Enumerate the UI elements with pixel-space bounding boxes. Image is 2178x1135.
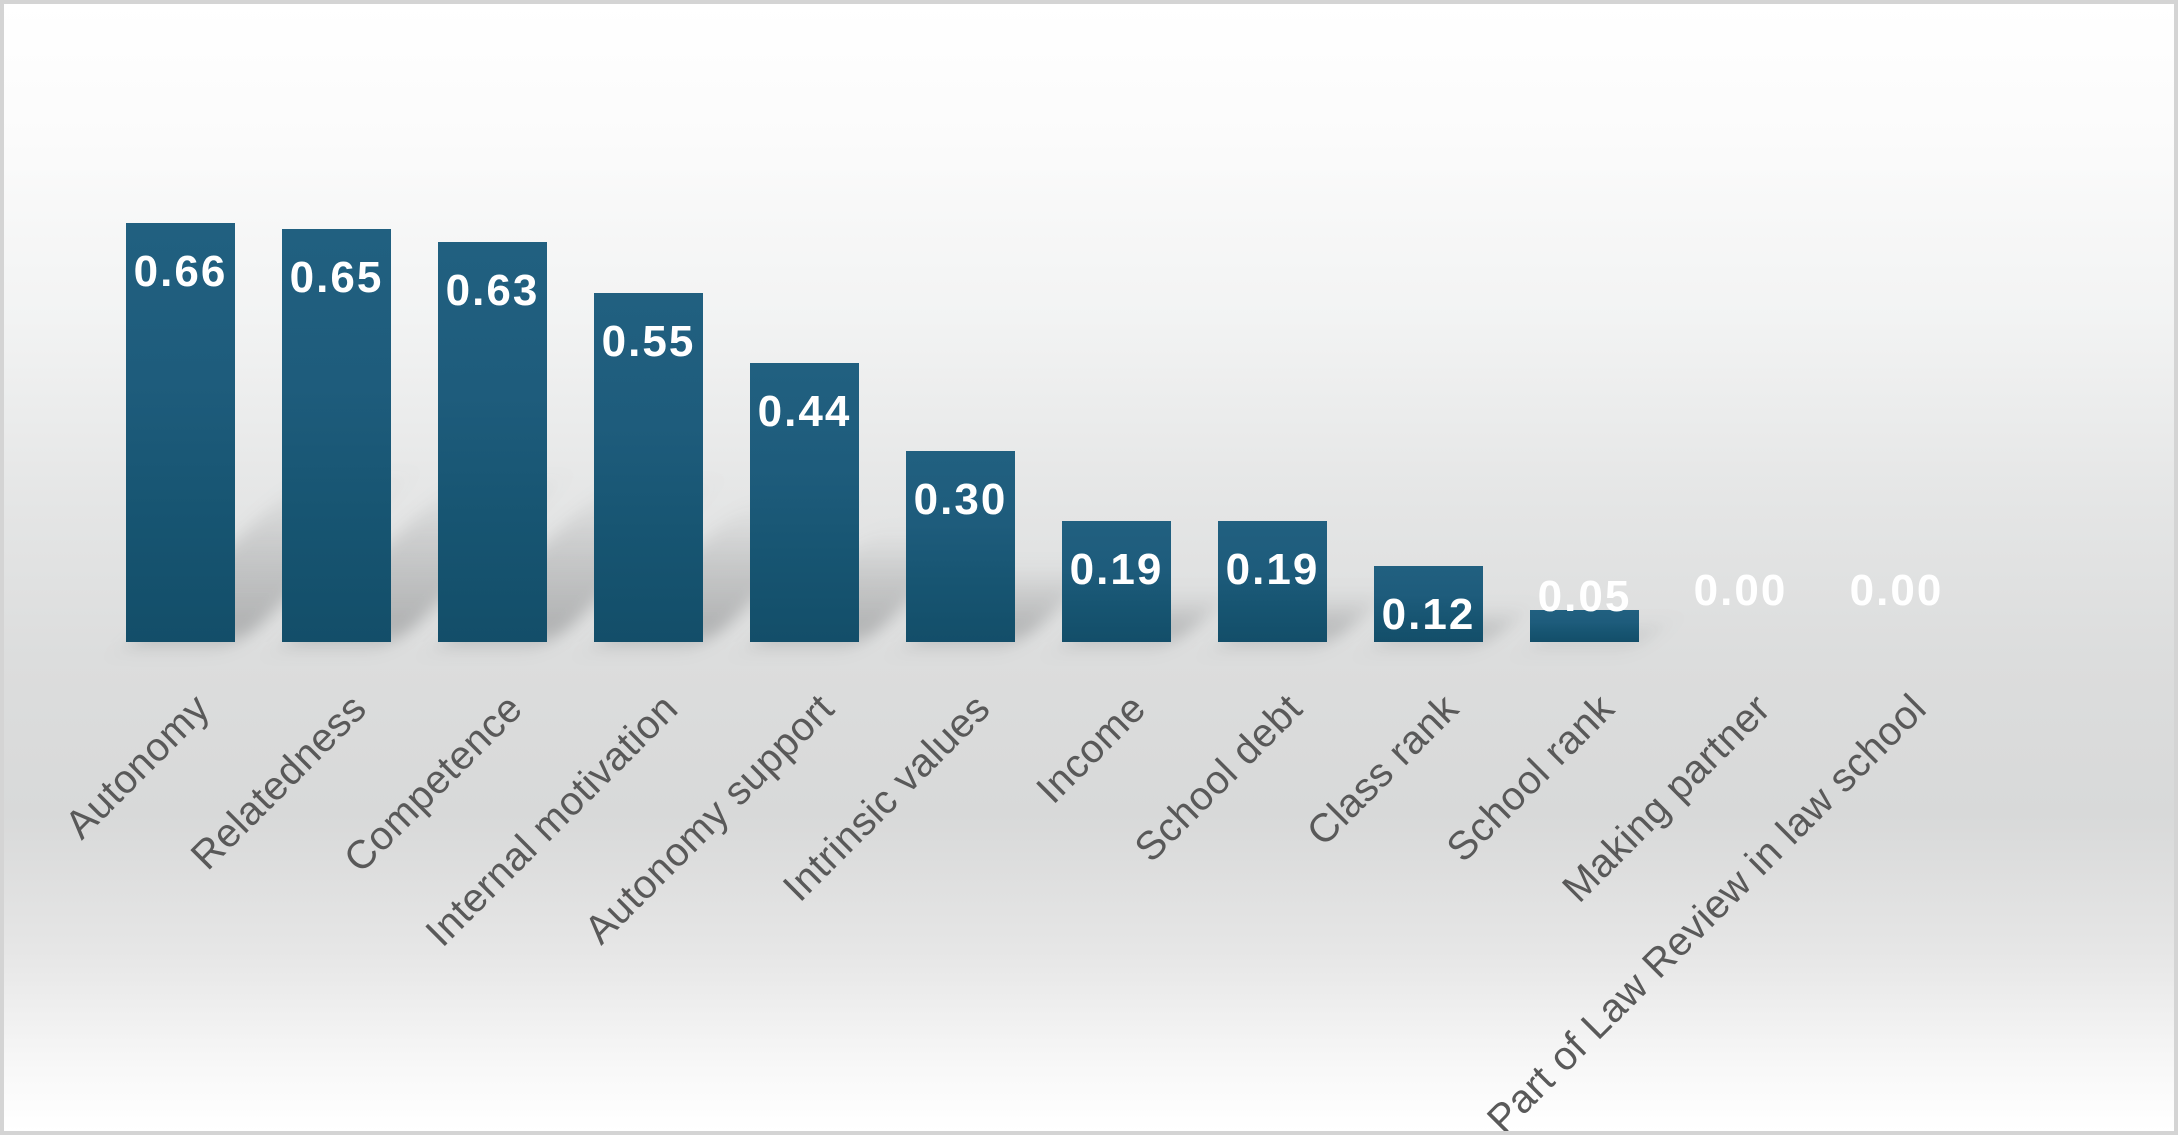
bar-autonomy-support — [750, 363, 859, 642]
bar-value-label: 0.55 — [601, 317, 696, 366]
x-axis-label: Autonomy — [57, 686, 219, 848]
bar-competence — [438, 242, 547, 642]
bar-value-label: 0.44 — [757, 387, 852, 436]
bar-income — [1062, 521, 1171, 642]
bar-relatedness — [282, 229, 391, 642]
bar-value-label: 0.00 — [1849, 566, 1944, 615]
bar-value-label: 0.30 — [913, 475, 1008, 524]
bar-class-rank — [1374, 566, 1483, 642]
bar-value-label: 0.66 — [133, 247, 228, 296]
bar-school-debt — [1218, 521, 1327, 642]
bar-value-label: 0.65 — [289, 253, 384, 302]
x-axis-label: Income — [1028, 686, 1155, 812]
bar-value-label: 0.19 — [1069, 545, 1164, 594]
bar-value-label: 0.63 — [445, 266, 540, 315]
x-axis-label: School debt — [1126, 686, 1311, 871]
bar-internal-motivation — [594, 293, 703, 642]
bar-value-label: 0.05 — [1537, 572, 1632, 621]
bar-value-label: 0.12 — [1381, 590, 1476, 639]
bar-value-label: 0.00 — [1693, 566, 1788, 615]
x-axis-label: Class rank — [1298, 686, 1467, 855]
bar-intrinsic-values — [906, 451, 1015, 642]
bar-value-label: 0.19 — [1225, 545, 1320, 594]
bar-autonomy — [126, 223, 235, 642]
bar-school-rank — [1530, 610, 1639, 642]
